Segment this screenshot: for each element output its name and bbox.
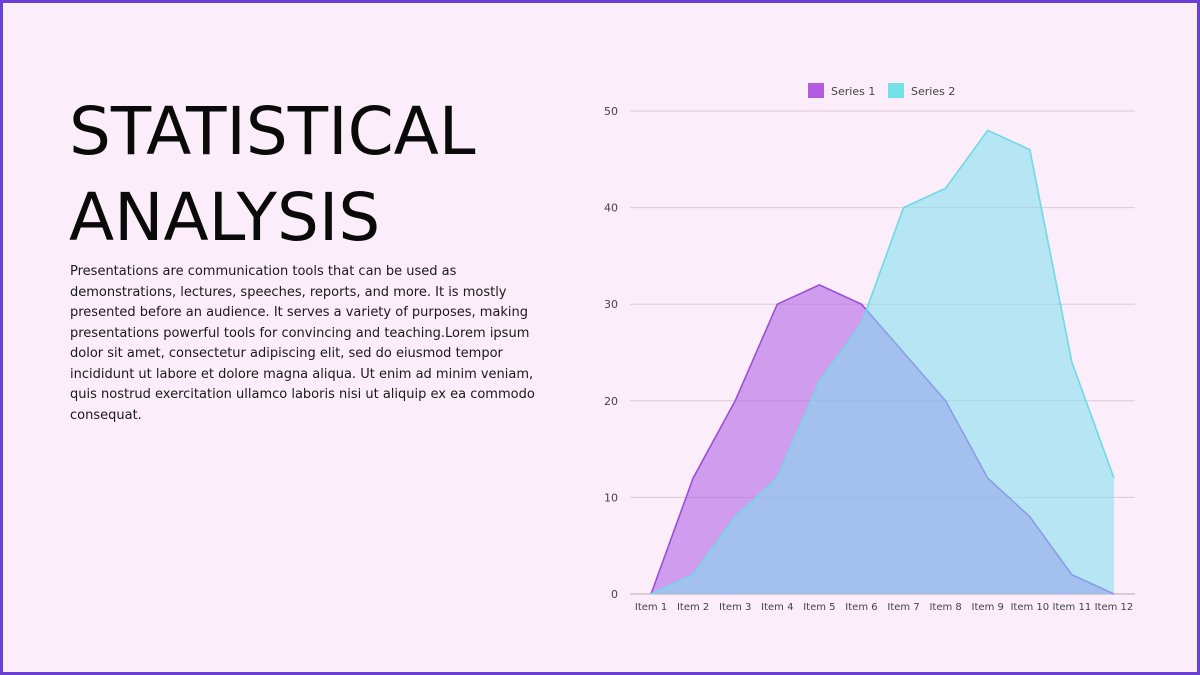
- y-tick-label: 10: [604, 491, 618, 504]
- y-axis-ticks: 0 10 20 30 40 50: [604, 105, 618, 601]
- chart-areas: [650, 129, 1115, 595]
- x-axis-ticks: Item 1 Item 2 Item 3 Item 4 Item 5 Item 6 Item…: [635, 602, 1133, 613]
- x-tick-label: Item 9: [972, 602, 1004, 613]
- x-tick-label: Item 7: [887, 602, 919, 613]
- slide-title: STATISTICAL ANALYSIS: [69, 93, 476, 256]
- x-tick-label: Item 2: [677, 602, 709, 613]
- legend-label-series-2: Series 2: [911, 85, 955, 98]
- chart-legend: Series 1 Series 2: [808, 83, 955, 98]
- legend-label-series-1: Series 1: [831, 85, 875, 98]
- y-tick-label: 50: [604, 105, 618, 118]
- x-tick-label: Item 4: [761, 602, 793, 613]
- y-tick-label: 20: [604, 395, 618, 408]
- y-tick-label: 0: [611, 588, 618, 601]
- x-tick-label: Item 10: [1010, 602, 1049, 613]
- x-tick-label: Item 6: [845, 602, 877, 613]
- y-tick-label: 30: [604, 298, 618, 311]
- legend-swatch-series-2: [888, 83, 904, 98]
- x-tick-label: Item 1: [635, 602, 667, 613]
- x-tick-label: Item 3: [719, 602, 751, 613]
- y-tick-label: 40: [604, 202, 618, 215]
- x-tick-label: Item 8: [929, 602, 961, 613]
- slide-body-text: Presentations are communication tools th…: [70, 264, 535, 423]
- series-2-area: [651, 130, 1114, 594]
- x-tick-label: Item 5: [803, 602, 835, 613]
- series-2-line: [650, 129, 1115, 595]
- legend-swatch-series-1: [808, 83, 824, 98]
- x-tick-label: Item 12: [1095, 602, 1134, 613]
- x-tick-label: Item 11: [1053, 602, 1092, 613]
